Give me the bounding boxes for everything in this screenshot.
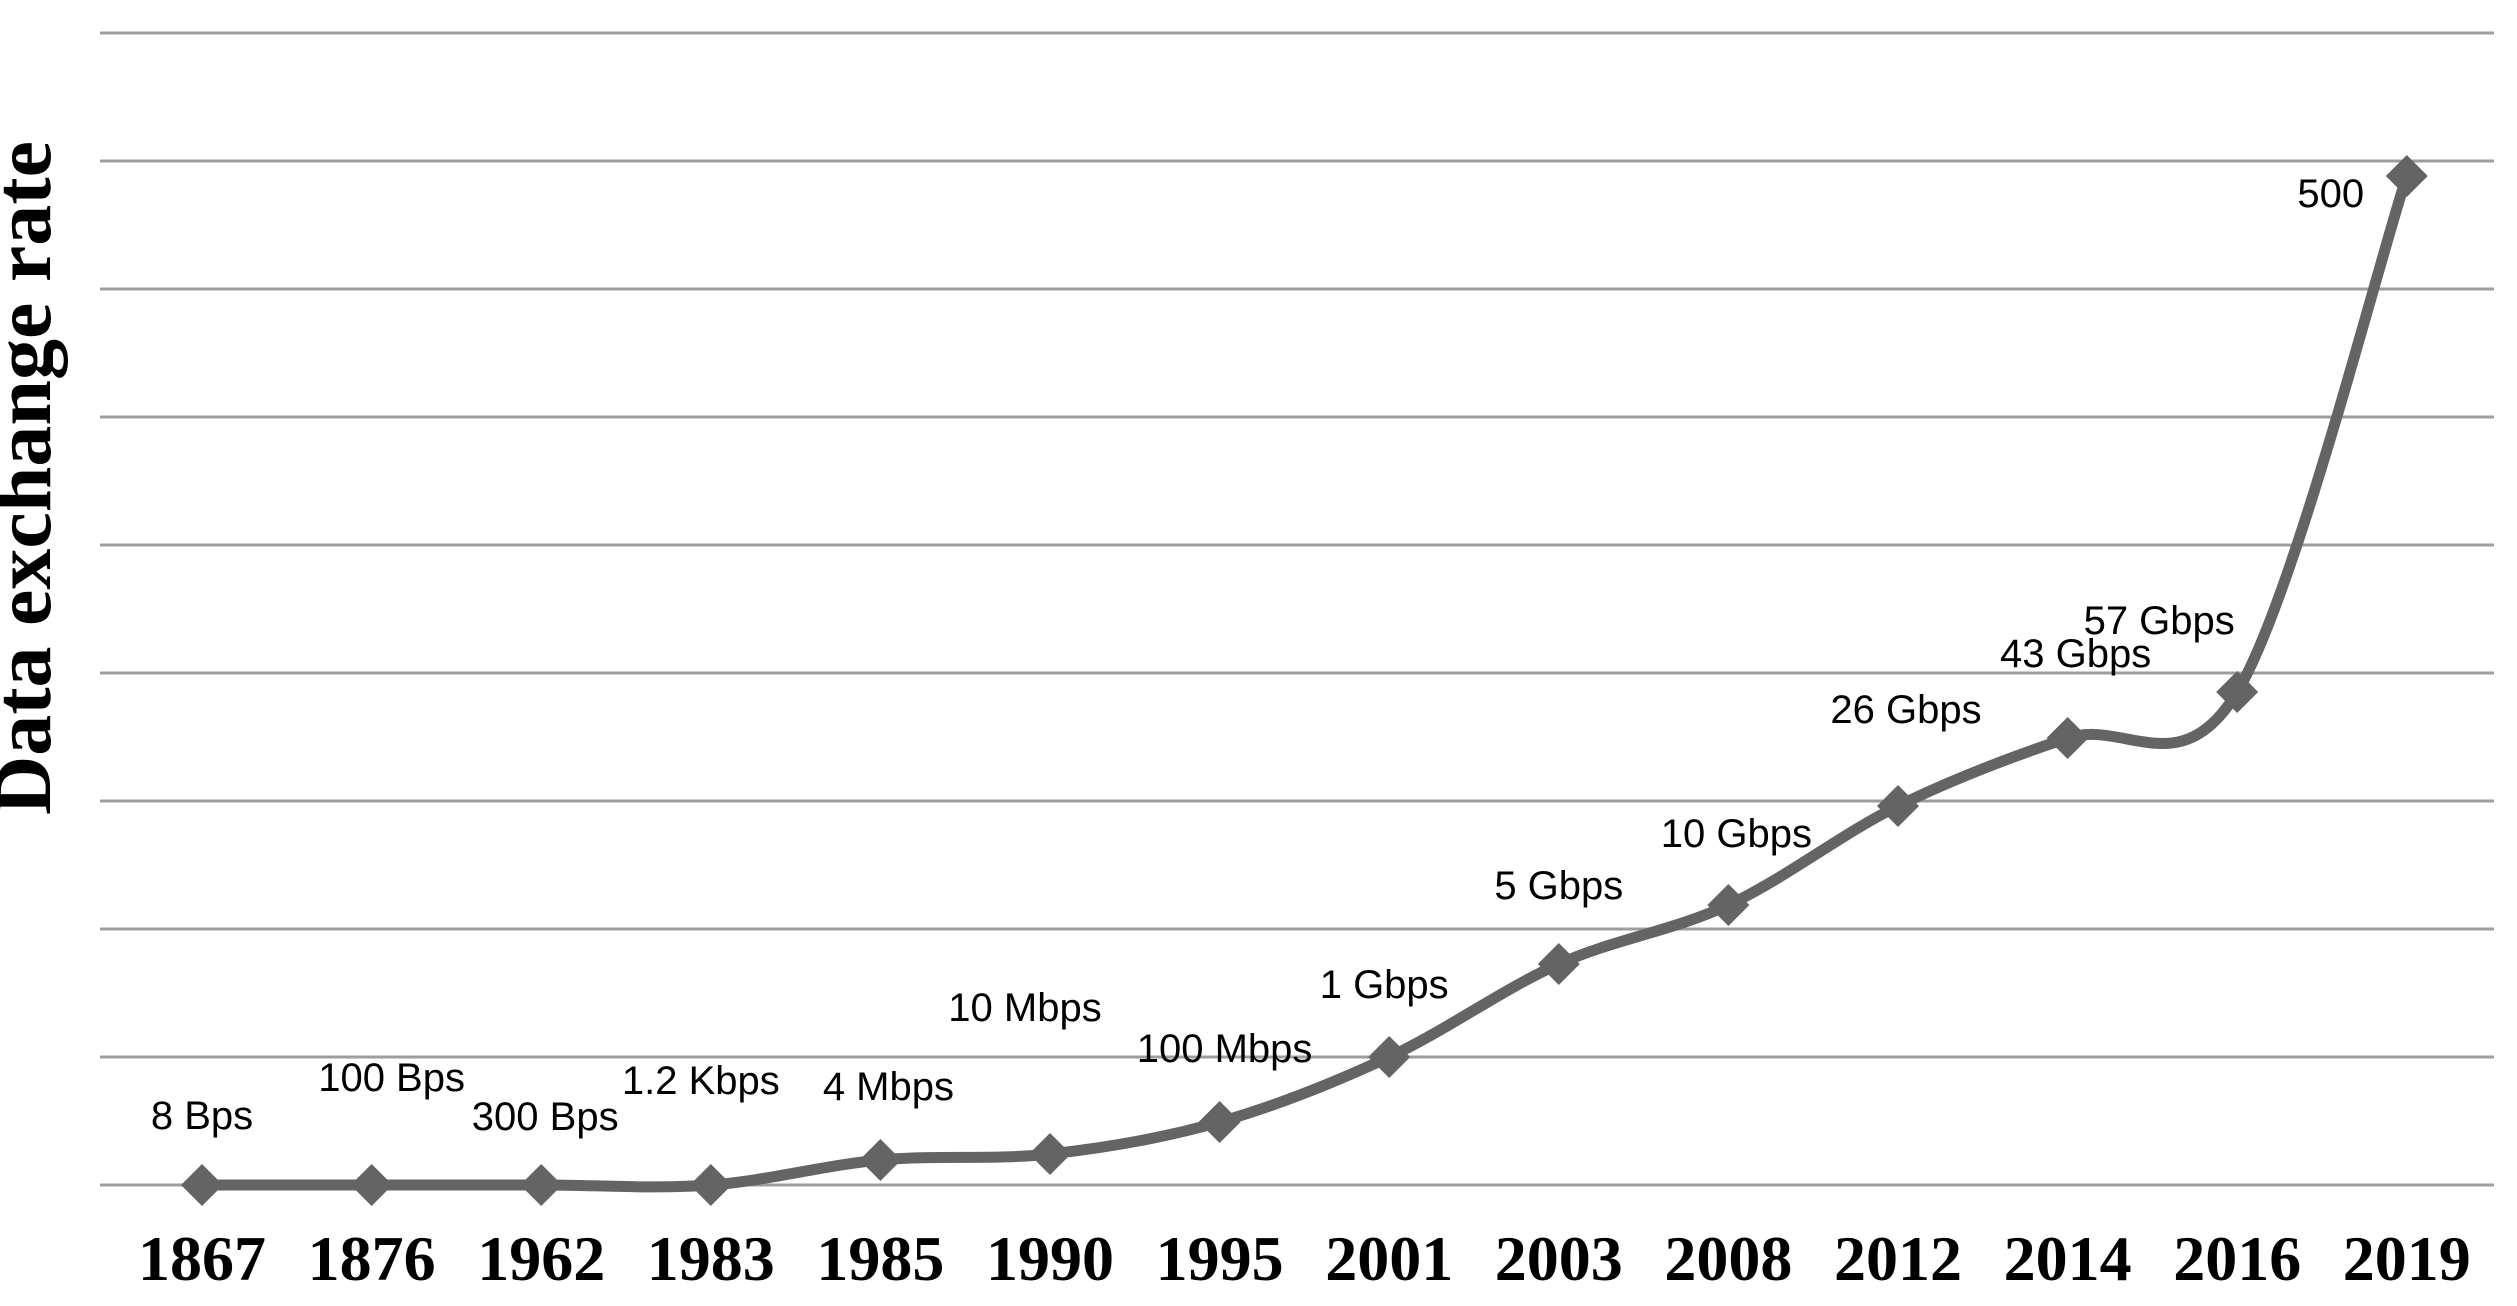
data-point-marker	[1877, 785, 1919, 827]
data-point-marker	[1029, 1133, 1071, 1175]
data-point-label: 57 Gbps	[2084, 599, 2235, 643]
data-point-marker	[1368, 1036, 1411, 1078]
data-point-marker	[350, 1164, 393, 1206]
x-axis-tick-label: 2003	[1495, 1223, 1623, 1294]
data-point-marker	[1707, 884, 1750, 926]
data-point-marker	[1198, 1101, 1241, 1143]
data-point-label: 8 Bps	[151, 1094, 253, 1138]
gridlines-group	[100, 31, 2494, 1187]
x-axis-tick-label: 1990	[986, 1223, 1114, 1294]
x-axis-tick-label: 2019	[2343, 1223, 2471, 1294]
data-point-label: 100 Bps	[318, 1056, 465, 1100]
data-point-label: 10 Mbps	[948, 986, 1101, 1030]
data-point-marker	[181, 1164, 223, 1206]
data-point-label: 1 Gbps	[1320, 963, 1449, 1007]
x-axis-labels-group: 1867 1876 1962 1983 1985 1990 1995 2001 2003 2008…	[138, 1223, 2471, 1294]
data-point-label: 1.2 Kbps	[622, 1059, 780, 1103]
data-point-label: 4 Mbps	[823, 1065, 954, 1109]
data-point-marker	[689, 1164, 732, 1206]
x-axis-tick-label: 1995	[1156, 1223, 1284, 1294]
data-point-label: 500	[2297, 172, 2364, 216]
x-axis-tick-label: 2012	[1834, 1223, 1962, 1294]
data-point-label: 300 Bps	[472, 1095, 619, 1139]
x-axis-tick-label: 2016	[2173, 1223, 2301, 1294]
data-series-group	[181, 155, 2428, 1206]
x-axis-tick-label: 1985	[816, 1223, 944, 1294]
data-point-label: 10 Gbps	[1661, 812, 1812, 856]
data-point-marker	[1537, 943, 1580, 985]
x-axis-tick-label: 2001	[1325, 1223, 1453, 1294]
y-axis-title: Data exchange rate	[0, 141, 68, 815]
data-point-marker	[859, 1139, 902, 1181]
x-axis-tick-label: 2008	[1664, 1223, 1792, 1294]
data-point-label: 26 Gbps	[1830, 688, 1981, 732]
data-point-marker	[2216, 671, 2259, 713]
x-axis-tick-label: 1867	[138, 1223, 266, 1294]
x-axis-tick-label: 1983	[647, 1223, 775, 1294]
data-point-marker	[520, 1164, 563, 1206]
data-point-marker	[2046, 717, 2089, 759]
x-axis-tick-label: 1876	[308, 1223, 436, 1294]
data-point-label: 43 Gbps	[2000, 632, 2151, 676]
x-axis-tick-label: 2014	[2004, 1223, 2132, 1294]
data-point-label: 5 Gbps	[1494, 864, 1623, 908]
x-axis-tick-label: 1962	[477, 1223, 605, 1294]
data-point-marker	[2385, 155, 2428, 197]
data-point-label: 100 Mbps	[1137, 1027, 1313, 1071]
